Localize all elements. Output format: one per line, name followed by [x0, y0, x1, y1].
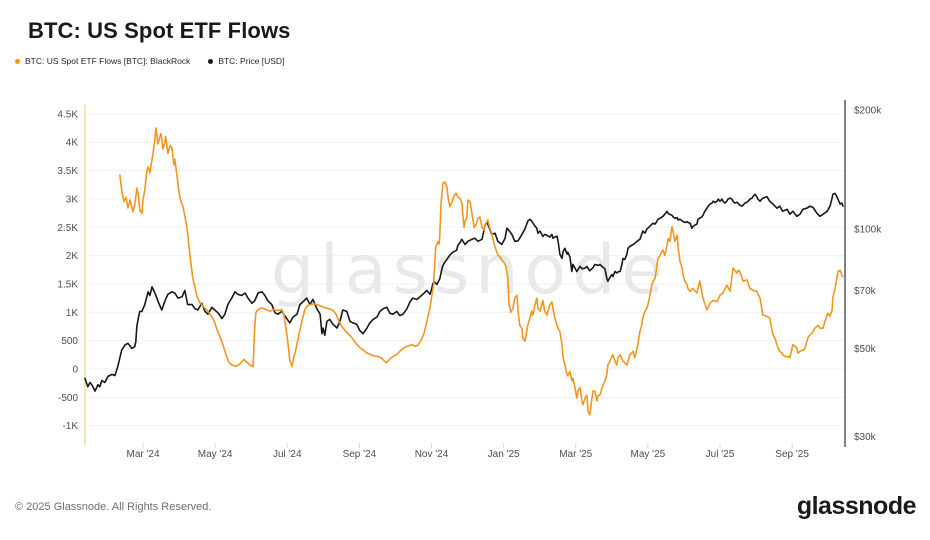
- x-tick-label: Mar '25: [559, 449, 592, 460]
- page-title: BTC: US Spot ETF Flows: [28, 18, 291, 43]
- y-right-tick-label: $70k: [854, 286, 877, 297]
- y-right-tick-label: $30k: [854, 432, 877, 443]
- y-left-tick-label: 1K: [66, 308, 79, 319]
- legend-label-price: BTC: Price [USD]: [218, 56, 285, 66]
- y-left-tick-label: 4K: [66, 138, 79, 149]
- x-tick-label: Jan '25: [488, 449, 520, 460]
- x-tick-label: May '24: [198, 449, 233, 460]
- y-left-tick-label: 1.5K: [57, 279, 78, 290]
- flows-series-dot-icon: [15, 58, 20, 64]
- x-tick-label: Sep '24: [343, 449, 377, 460]
- legend-label-flows: BTC: US Spot ETF Flows [BTC]: BlackRock: [25, 56, 191, 66]
- footer-copyright: © 2025 Glassnode. All Rights Reserved.: [15, 501, 212, 513]
- x-tick-label: Mar '24: [126, 449, 159, 460]
- glassnode-logo[interactable]: glassnode: [796, 492, 917, 520]
- x-tick-label: Sep '25: [775, 449, 809, 460]
- x-tick-label: Jul '25: [706, 449, 735, 460]
- y-left-tick-label: 3.5K: [57, 166, 78, 177]
- x-tick-label: Jul '24: [273, 449, 302, 460]
- plot-area[interactable]: [85, 105, 845, 445]
- y-left-tick-label: 2.5K: [57, 223, 78, 234]
- price-series-dot-icon: [208, 58, 214, 64]
- y-left-tick-label: -1K: [62, 421, 78, 432]
- y-left-tick-label: 4.5K: [57, 109, 78, 120]
- price-series-line: [84, 192, 844, 392]
- y-left-tick-label: 500: [61, 336, 78, 347]
- legend-item-flows[interactable]: BTC: US Spot ETF Flows [BTC]: BlackRock: [15, 56, 190, 66]
- y-left-tick-label: 2K: [66, 251, 79, 262]
- y-right-tick-label: $200k: [854, 106, 882, 117]
- y-right-tick-label: $50k: [854, 344, 877, 355]
- x-tick-label: Nov '24: [415, 449, 449, 460]
- y-left-tick-label: 0: [72, 365, 78, 376]
- y-left-tick-label: 3K: [66, 194, 79, 205]
- glassnode-watermark: glassnode: [271, 231, 669, 310]
- chart-legend: BTC: US Spot ETF Flows [BTC]: BlackRock …: [15, 56, 284, 66]
- flows-series-line: [119, 127, 844, 416]
- y-left-tick-label: -500: [58, 393, 78, 404]
- y-right-tick-label: $100k: [854, 225, 882, 236]
- x-tick-label: May '25: [631, 449, 666, 460]
- legend-item-price[interactable]: BTC: Price [USD]: [208, 56, 284, 66]
